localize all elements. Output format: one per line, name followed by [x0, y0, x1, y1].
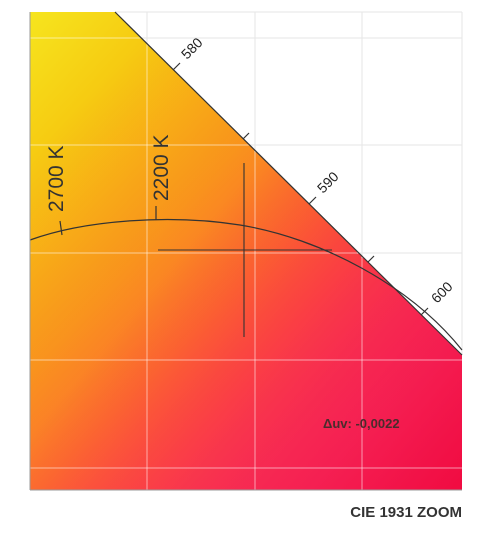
spectral-locus-line [114, 11, 463, 356]
planckian-locus-curve [29, 218, 463, 351]
cct-label-2200k: 2200 K [150, 134, 173, 201]
cct-label-2700k: 2700 K [45, 145, 68, 212]
diagram-title: CIE 1931 ZOOM [350, 504, 462, 521]
wavelength-label-600: 600 [428, 278, 456, 306]
wavelength-label-590: 590 [314, 168, 342, 196]
tick-585 [242, 132, 250, 140]
plot-frame [29, 12, 462, 491]
cct-ticks [59, 206, 157, 236]
duv-readout: Δuv: -0,0022 [323, 416, 400, 431]
tick-590 [308, 196, 317, 205]
chromaticity-crosshair [158, 163, 332, 337]
tick-2700k [59, 220, 63, 236]
tick-595 [367, 255, 375, 263]
outer-grid-lines [115, 11, 463, 355]
tick-580 [172, 62, 181, 71]
